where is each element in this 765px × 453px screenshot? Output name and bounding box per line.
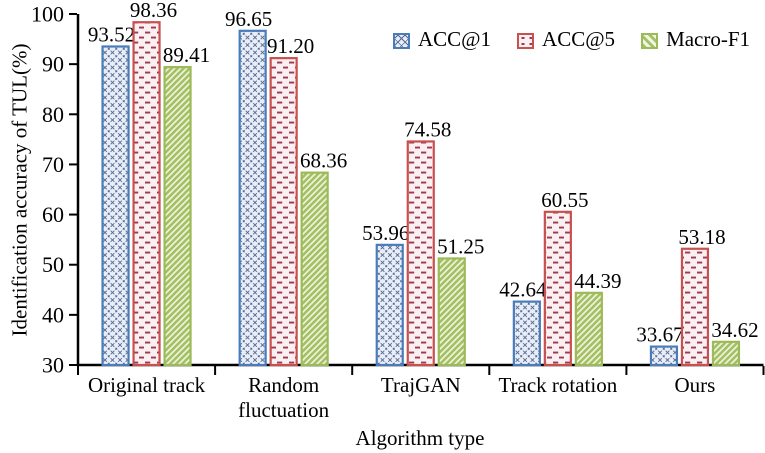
bar-Macro-F1-TrajGAN xyxy=(437,257,466,367)
y-axis-title: Identification accuracy of TUL(%) xyxy=(7,43,32,337)
bar-ACC@5-Ours xyxy=(680,247,710,367)
category-label: TrajGAN xyxy=(381,373,461,397)
bar-ACC@5-Track rotation xyxy=(543,210,572,367)
legend-swatch-acc1-icon xyxy=(393,32,410,49)
bar-ACC@5-Original track xyxy=(132,21,161,367)
bar-ACC@1-TrajGAN xyxy=(375,243,404,367)
value-label: 68.36 xyxy=(300,149,347,173)
value-label: 89.41 xyxy=(163,43,210,67)
value-label: 98.36 xyxy=(130,0,177,22)
legend-item-macrof1: Macro-F1 xyxy=(641,27,750,52)
value-label: 91.20 xyxy=(267,34,314,58)
value-label: 42.64 xyxy=(499,278,547,302)
y-tick-label: 50 xyxy=(42,252,64,277)
y-tick-label: 80 xyxy=(42,102,64,127)
bar-ACC@5-Random fluctuation xyxy=(269,57,298,367)
y-tick-label: 30 xyxy=(42,353,64,378)
bar-ACC@1-Ours xyxy=(649,345,679,367)
category-label: Track rotation xyxy=(498,373,617,397)
legend-swatch-acc5-icon xyxy=(517,32,535,49)
x-axis-title: Algorithm type xyxy=(355,426,485,450)
legend: ACC@1 ACC@5 Macro-F1 xyxy=(393,27,750,52)
value-label: 53.96 xyxy=(362,221,409,245)
bar-Macro-F1-Random fluctuation xyxy=(300,171,329,367)
legend-swatch-macrof1-icon xyxy=(641,32,659,49)
bar-Macro-F1-Track rotation xyxy=(574,291,603,367)
category-label: Original track xyxy=(88,373,206,397)
legend-label-macrof1: Macro-F1 xyxy=(666,27,751,51)
legend-item-acc5: ACC@5 xyxy=(517,27,615,52)
y-tick-label: 70 xyxy=(42,152,64,177)
legend-label-acc5: ACC@5 xyxy=(542,27,616,51)
value-label: 60.55 xyxy=(541,188,588,212)
value-label: 44.39 xyxy=(574,269,621,293)
value-label: 74.58 xyxy=(404,117,451,141)
value-label: 51.25 xyxy=(437,234,484,258)
y-tick-label: 90 xyxy=(42,52,64,77)
bar-ACC@1-Random fluctuation xyxy=(238,29,267,367)
bar-ACC@1-Original track xyxy=(101,45,130,367)
value-label: 53.18 xyxy=(678,225,725,249)
bar-Macro-F1-Original track xyxy=(163,66,192,367)
value-label: 96.65 xyxy=(225,7,272,31)
y-tick-label: 40 xyxy=(42,302,64,327)
category-label: Random fluctuation xyxy=(238,373,329,422)
bar-ACC@5-TrajGAN xyxy=(406,140,435,367)
category-label: Ours xyxy=(675,373,716,397)
bar-Macro-F1-Ours xyxy=(711,340,741,367)
value-label: 93.52 xyxy=(88,22,135,46)
y-tick-label: 60 xyxy=(42,202,64,227)
bar-ACC@1-Track rotation xyxy=(512,300,541,367)
legend-item-acc1: ACC@1 xyxy=(393,27,491,52)
value-label: 34.62 xyxy=(711,318,758,342)
legend-label-acc1: ACC@1 xyxy=(418,27,492,51)
value-label: 33.67 xyxy=(636,323,683,347)
y-tick-label: 100 xyxy=(31,2,64,27)
